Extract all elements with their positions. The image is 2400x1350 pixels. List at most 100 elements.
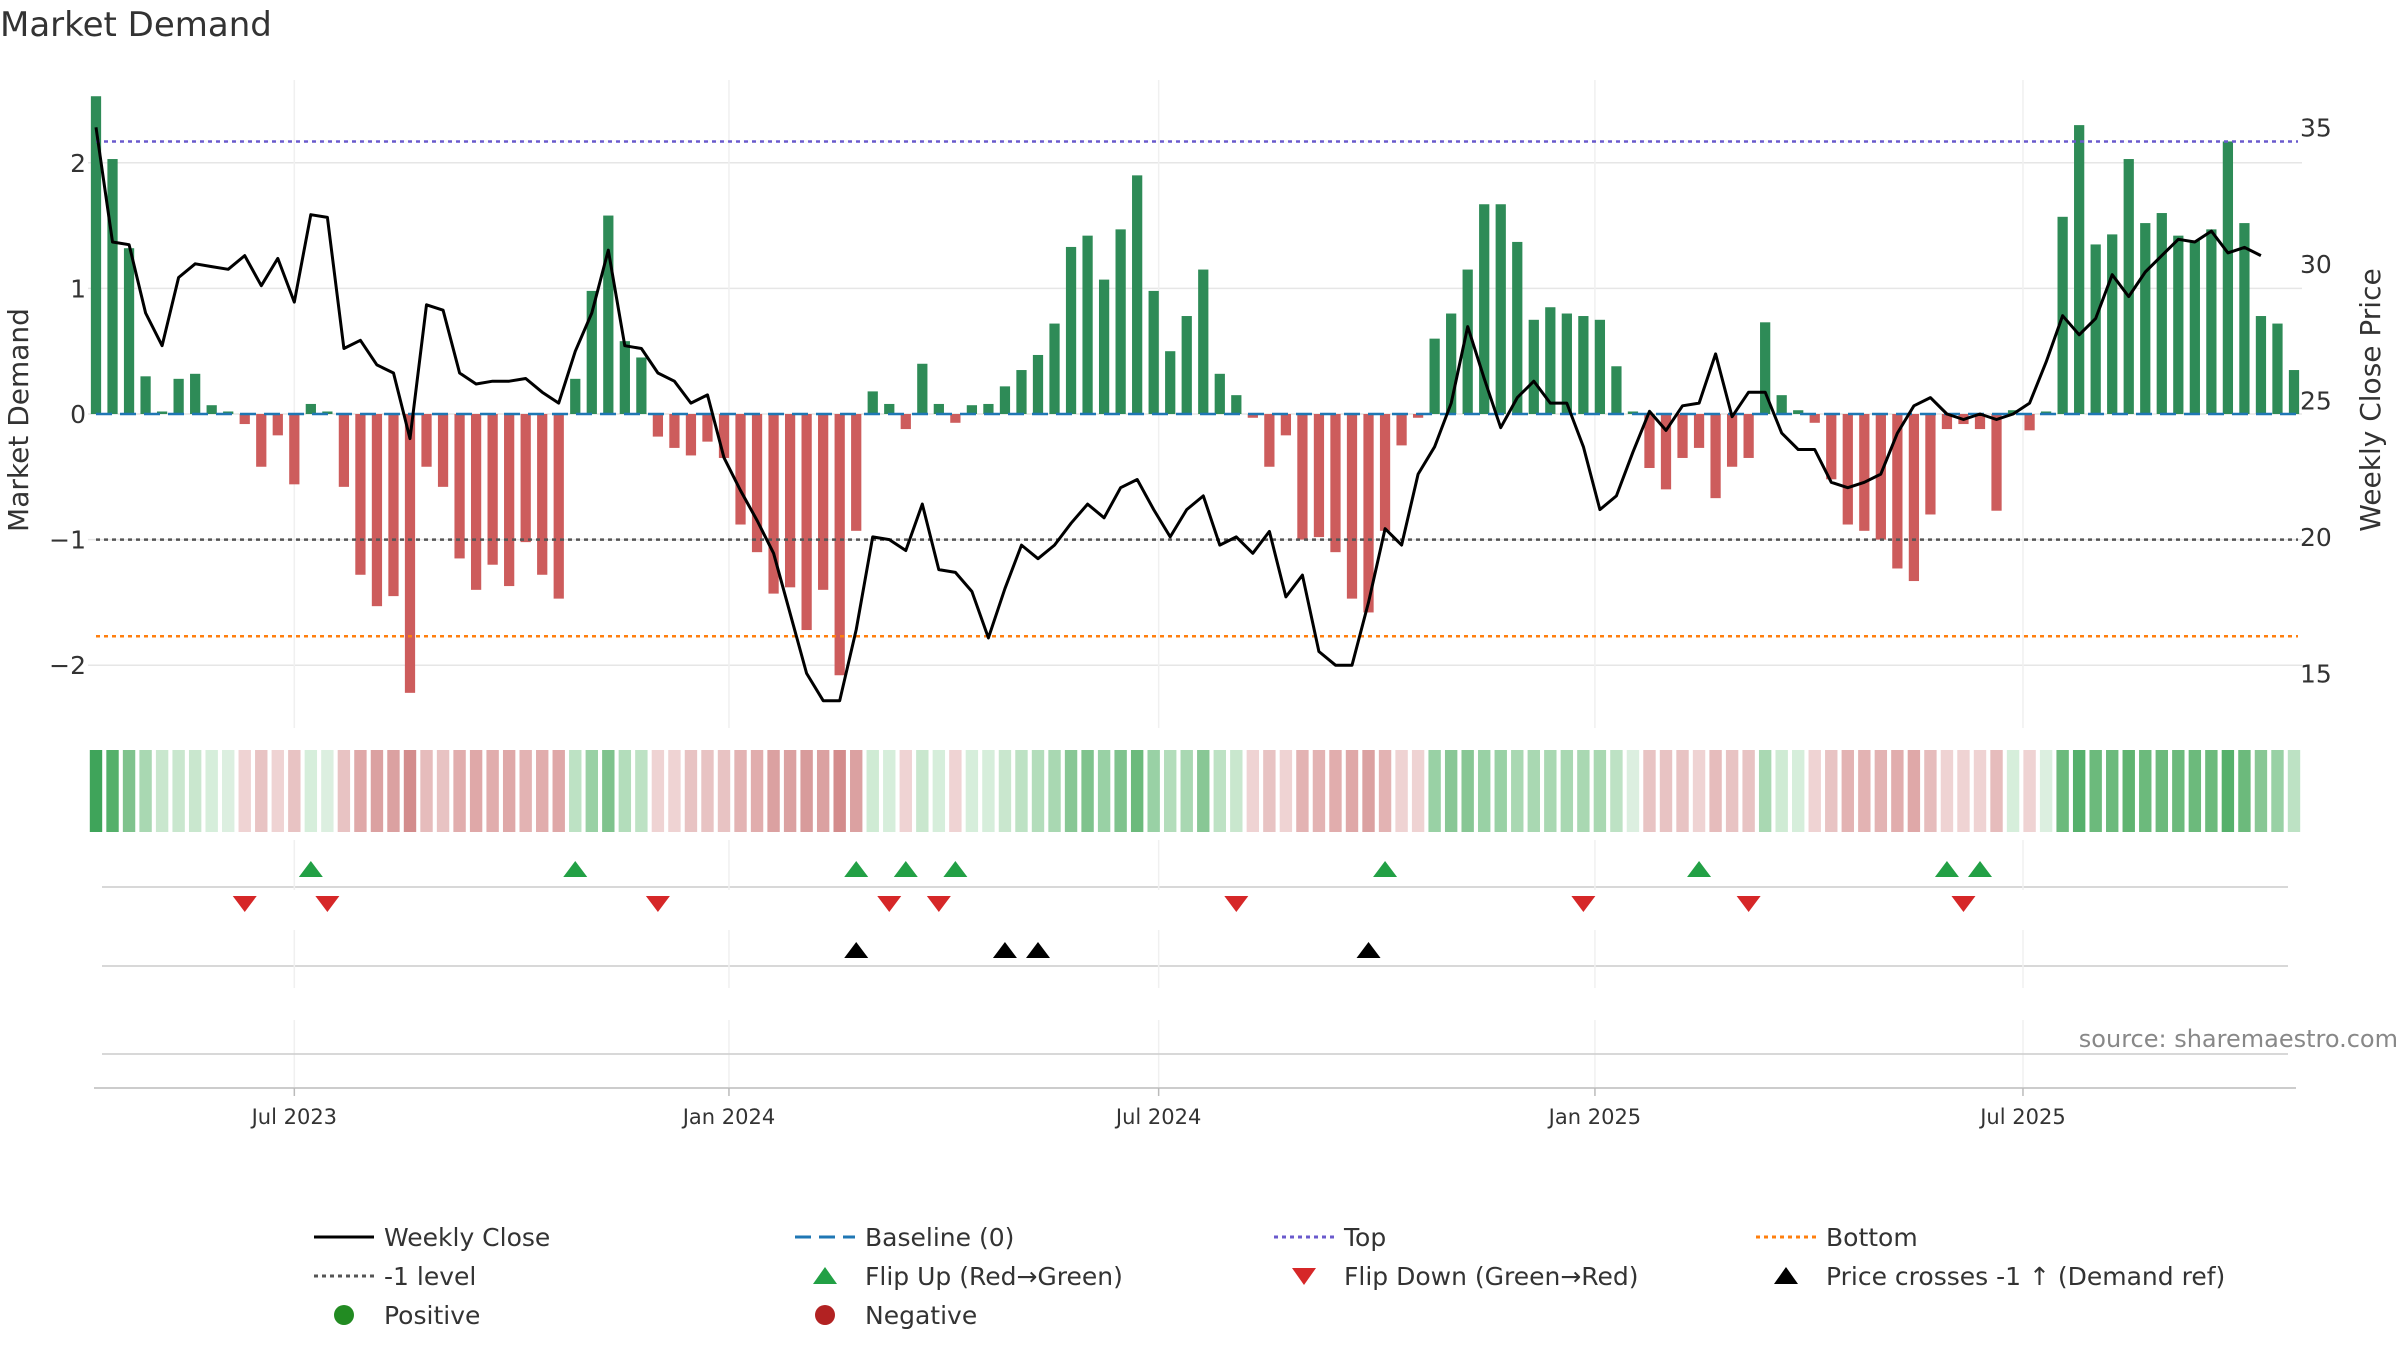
demand-bar-58	[1049, 323, 1060, 414]
strip-cell-80	[1411, 750, 1425, 832]
strip-cell-8	[222, 750, 235, 832]
demand-bar-99	[1726, 414, 1738, 467]
demand-bar-84	[1479, 204, 1490, 414]
demand-bar-16	[355, 414, 366, 575]
left-tick-label-2: 0	[70, 400, 86, 429]
strip-cell-107	[1858, 750, 1871, 832]
strip-cell-5	[172, 750, 185, 832]
demand-bar-114	[1974, 414, 1986, 430]
demand-bar-94	[1644, 414, 1655, 469]
strip-cell-126	[2172, 750, 2185, 832]
flip-down-marker-1	[315, 896, 340, 912]
demand-bar-101	[1760, 322, 1771, 414]
demand-bar-4	[156, 411, 168, 414]
demand-bar-85	[1495, 204, 1506, 414]
demand-bar-1	[107, 159, 118, 414]
demand-bar-28	[553, 414, 564, 599]
demand-bar-37	[702, 414, 713, 442]
flip-markers-panel	[102, 840, 2288, 912]
strip-cell-133	[2287, 750, 2301, 832]
demand-bar-93	[1627, 411, 1639, 414]
strip-cell-37	[701, 750, 714, 832]
demand-bar-43	[801, 414, 812, 631]
strip-cell-64	[1147, 750, 1160, 832]
demand-bar-45	[834, 414, 845, 676]
demand-bar-129	[2222, 141, 2234, 414]
flip-down-marker-0	[232, 896, 257, 912]
strip-cell-108	[1874, 750, 1888, 832]
legend-swatch-cross	[1774, 1267, 1798, 1284]
flip-up-marker-0	[298, 861, 323, 877]
strip-cell-125	[2155, 750, 2168, 832]
demand-bar-112	[1941, 414, 1953, 430]
strip-cell-65	[1164, 750, 1177, 832]
demand-bar-127	[2189, 240, 2200, 414]
strip-cell-118	[2039, 750, 2053, 832]
demand-bar-122	[2107, 234, 2118, 414]
demand-bar-78	[1379, 414, 1391, 531]
strip-cell-10	[255, 750, 268, 832]
demand-bar-57	[1032, 354, 1044, 414]
strip-cell-78	[1378, 750, 1392, 832]
price-cross-marker-0	[844, 942, 869, 958]
flip-up-marker-1	[563, 861, 588, 877]
flip-up-marker-5	[1373, 861, 1398, 877]
strip-cell-42	[783, 750, 797, 832]
demand-bar-19	[404, 414, 416, 693]
x-axis: Jul 2023 Jan 2024 Jul 2024 Jan 2025 Jul 2025	[94, 1020, 2296, 1129]
legend-swatch-flipup	[813, 1267, 837, 1284]
strip-cell-72	[1279, 750, 1293, 832]
x-tick-label-3: Jan 2025	[1547, 1105, 1642, 1129]
strip-cell-50	[916, 750, 929, 832]
demand-bar-36	[685, 414, 697, 456]
strip-cell-88	[1544, 750, 1557, 832]
flip-up-marker-2	[844, 861, 869, 877]
demand-bar-13	[305, 403, 316, 414]
strip-cell-101	[1758, 750, 1772, 832]
demand-bar-80	[1412, 414, 1424, 418]
strip-cell-38	[717, 750, 731, 832]
demand-bar-55	[999, 386, 1011, 414]
demand-bar-11	[272, 414, 283, 436]
strip-cell-76	[1345, 750, 1359, 832]
demand-bar-51	[933, 403, 944, 414]
strip-cell-86	[1511, 750, 1524, 832]
demand-bar-63	[1132, 175, 1143, 414]
strip-cell-79	[1395, 750, 1408, 832]
strip-cell-62	[1114, 750, 1127, 832]
demand-bar-61	[1098, 279, 1110, 414]
demand-bar-71	[1264, 414, 1275, 467]
strip-cell-91	[1593, 750, 1607, 832]
demand-bar-3	[140, 376, 151, 414]
demand-bar-77	[1363, 414, 1374, 613]
demand-bar-67	[1198, 269, 1209, 414]
left-tick-label-4: −2	[49, 651, 86, 680]
demand-bar-132	[2272, 323, 2283, 414]
demand-bar-123	[2123, 159, 2134, 414]
x-tick-label-4: Jul 2025	[1978, 1105, 2065, 1129]
demand-bar-75	[1330, 414, 1341, 553]
strip-cell-14	[321, 750, 334, 832]
right-tick-label-1: 30	[2300, 250, 2332, 279]
demand-heat-strip	[89, 750, 2301, 832]
demand-bar-128	[2206, 229, 2217, 414]
demand-bar-65	[1165, 351, 1176, 414]
demand-bar-52	[950, 414, 961, 423]
flip-up-marker-7	[1934, 861, 1959, 877]
flip-up-marker-4	[943, 861, 968, 877]
strip-cell-106	[1841, 750, 1854, 832]
demand-bar-110	[1908, 414, 1920, 582]
demand-bar-68	[1214, 373, 1225, 414]
demand-bar-91	[1594, 319, 1606, 414]
strip-cell-26	[519, 750, 532, 832]
demand-bar-6	[190, 373, 201, 414]
strip-cell-32	[618, 750, 632, 832]
demand-bar-104	[1809, 414, 1820, 423]
demand-bar-82	[1446, 313, 1457, 414]
demand-bar-121	[2090, 244, 2101, 414]
x-tick-label-2: Jul 2024	[1114, 1105, 1201, 1129]
demand-bar-74	[1313, 414, 1325, 538]
strip-cell-103	[1792, 750, 1805, 832]
right-tick-label-4: 15	[2300, 659, 2332, 688]
flip-down-marker-5	[1224, 896, 1249, 912]
